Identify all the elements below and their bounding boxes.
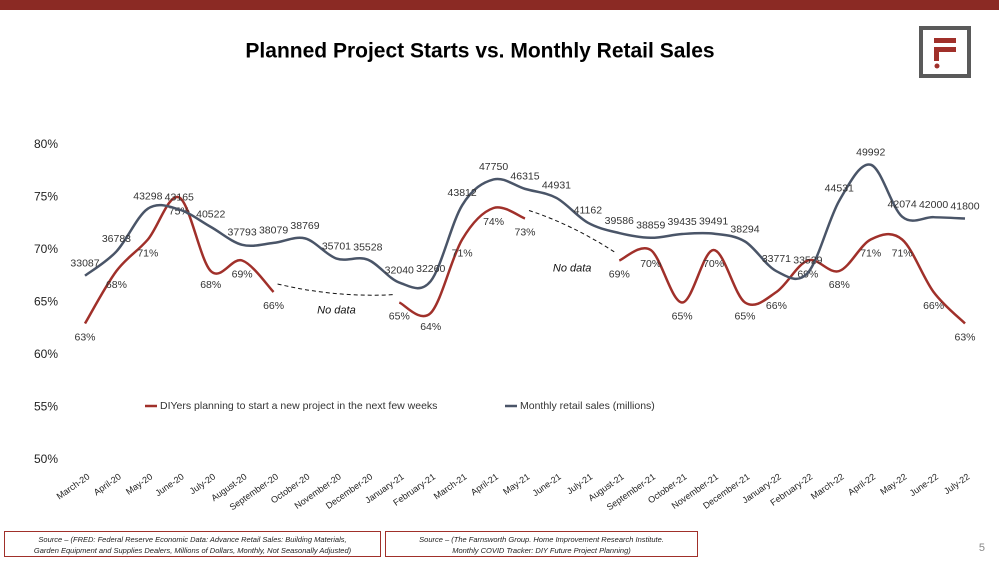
y-tick-label: 65% [34,295,58,309]
data-label: 44931 [542,180,571,192]
data-label: 43812 [448,187,477,199]
x-tick-label: March-21 [432,471,469,501]
data-label: 68% [829,279,850,291]
data-label: 35528 [353,241,382,253]
y-tick-label: 50% [34,452,58,466]
series-line [84,163,966,290]
data-label: 69% [609,268,630,280]
x-tick-label: May-20 [124,471,154,496]
data-label: 63% [954,331,975,343]
data-label: 32260 [416,263,445,275]
top-bar [0,0,999,10]
page-number: 5 [979,542,985,554]
data-label: 44531 [825,182,854,194]
data-label: 66% [263,300,284,312]
data-label: 65% [389,310,410,322]
legend-label: DIYers planning to start a new project i… [160,400,437,412]
source-box: Source – (FRED: Federal Reserve Economic… [4,531,381,557]
data-label: 43165 [165,191,194,203]
x-tick-label: June-22 [908,471,940,498]
data-label: 71% [452,247,473,259]
data-label: 33087 [70,257,99,269]
data-label: 66% [766,300,787,312]
source-line: Garden Equipment and Supplies Dealers, M… [33,546,352,555]
chart-title: Planned Project Starts vs. Monthly Retai… [245,40,714,63]
y-tick-label: 70% [34,242,58,256]
data-label: 71% [860,247,881,259]
x-tick-label: April-22 [846,471,877,497]
data-label: 66% [923,300,944,312]
data-label: 49992 [856,147,885,159]
x-tick-label: March-22 [809,471,846,501]
data-label: 64% [420,321,441,333]
data-label: 65% [672,310,693,322]
x-tick-label: June-20 [153,471,185,498]
source-line: Monthly COVID Tracker: DIY Future Projec… [452,546,631,555]
data-label: 41800 [950,200,979,212]
data-label: 70% [640,258,661,270]
data-label: 47750 [479,161,508,173]
no-data-connector [528,210,616,253]
data-label: 71% [137,247,158,259]
data-label: 41162 [574,204,603,216]
annotation: No data [553,262,592,274]
y-tick-label: 60% [34,347,58,361]
data-label: 35701 [322,240,351,252]
data-label: 68% [106,279,127,291]
logo [919,26,971,78]
data-label: 71% [892,247,913,259]
x-tick-label: March-20 [55,471,92,501]
data-label: 46315 [510,171,539,183]
data-label: 74% [483,216,504,228]
data-label: 33771 [762,253,791,265]
data-label: 38294 [730,223,759,235]
source-box: Source – (The Farnsworth Group. Home Imp… [385,531,698,557]
data-label: 69% [232,268,253,280]
data-label: 38859 [636,220,665,232]
legend-label: Monthly retail sales (millions) [520,400,655,412]
data-label: 42000 [919,199,948,211]
data-label: 32040 [385,264,414,276]
data-label: 63% [74,331,95,343]
data-label: 39491 [699,215,728,227]
data-label: 37793 [228,227,257,239]
data-label: 39586 [605,215,634,227]
y-tick-label: 75% [34,190,58,204]
source-line: Source – (FRED: Federal Reserve Economic… [38,535,347,544]
x-tick-label: April-21 [469,471,500,497]
x-tick-label: April-20 [92,471,123,497]
x-tick-label: May-22 [878,471,908,496]
data-label: 39435 [668,216,697,228]
x-tick-label: May-21 [501,471,531,496]
annotation: No data [317,304,356,316]
data-label: 36783 [102,233,131,245]
y-tick-label: 80% [34,137,58,151]
x-tick-label: July-22 [942,471,972,496]
data-label: 38769 [290,220,319,232]
data-label: 73% [514,226,535,238]
data-label: 42074 [888,198,917,210]
y-tick-label: 55% [34,400,58,414]
data-label: 43298 [133,190,162,202]
series-line [83,195,966,325]
data-label: 70% [703,258,724,270]
data-label: 40522 [196,209,225,221]
no-data-connector [277,283,396,296]
source-line: Source – (The Farnsworth Group. Home Imp… [419,535,664,544]
data-label: 33529 [793,255,822,267]
data-label: 65% [734,310,755,322]
data-label: 38079 [259,225,288,237]
x-tick-label: June-21 [531,471,563,498]
data-label: 68% [200,279,221,291]
